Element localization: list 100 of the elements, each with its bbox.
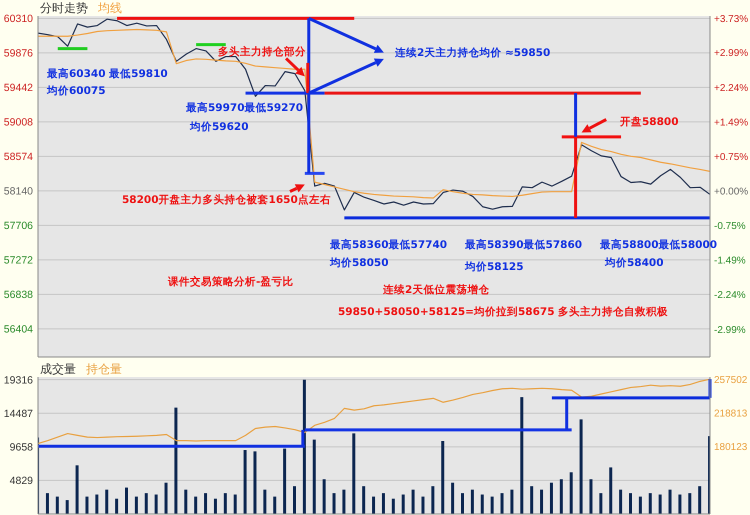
bar [164,482,168,514]
y-tick-label: 56404 [4,324,34,336]
y-tick-label: 58140 [4,186,34,198]
bar [115,498,118,514]
y2-tick-label: 180123 [714,442,748,454]
bar [638,496,642,514]
bar [273,496,276,514]
bar [362,486,366,514]
bar [589,479,592,514]
bar [698,486,702,514]
bar [520,397,524,514]
y-tick-label: 4829 [10,475,34,488]
bar [46,493,49,514]
y-tick-label: 59876 [4,48,34,60]
bar [214,498,217,514]
bar [550,482,553,514]
bar [134,496,138,514]
annotation: 连续2天主力持仓均价 ≈59850 [395,46,550,60]
bar [263,490,266,514]
bar [648,493,652,514]
y2-tick-label: +0.75% [714,152,748,163]
bar [95,494,98,514]
annotation: 开盘58800 [620,116,679,128]
annotation: 多头主力持仓部分 [218,46,306,58]
y-tick-label: 60310 [4,13,34,26]
bar [441,440,444,514]
bar [480,494,484,514]
bar [619,490,622,514]
bar [382,493,385,514]
y2-tick-label: +2.99% [714,48,748,60]
bar [658,494,662,514]
bar [56,496,59,514]
bar [470,490,474,514]
bar [490,496,494,514]
bar [629,493,632,514]
bar [560,479,563,514]
bar [174,408,178,514]
y-tick-label: 59008 [4,116,34,129]
line-series [38,378,710,444]
bar [184,490,188,514]
bar [609,467,612,514]
bar [293,486,296,514]
y-tick-label: 14487 [4,408,34,420]
bar [431,486,434,514]
bar [352,433,356,514]
bar [688,493,692,514]
bar [421,496,424,514]
text: 成交量 [40,362,76,376]
bar [412,490,415,514]
y2-tick-label: -2.99% [714,324,746,336]
annotation: 连续2天低位震荡增仓 [383,284,490,296]
annotation: 最高59970最低59270 [186,102,304,114]
bar [144,493,148,514]
bar [125,488,128,514]
bar [66,500,69,514]
y2-tick-label: +3.73% [714,14,748,25]
bar [204,493,208,514]
bar [105,490,108,514]
y-tick-label: 56838 [4,289,34,302]
y2-tick-label: 218813 [714,408,748,420]
y-tick-label: 19316 [4,374,34,386]
annotation: 课件交易策略分析-盈亏比 [168,276,294,288]
annotation: 均价59620 [190,120,249,134]
y2-tick-label: +0.00% [714,186,748,198]
y2-tick-label: +2.24% [714,82,748,94]
series-label: 均线 [98,1,122,15]
annotation: 均价58400 [605,256,664,270]
bar [570,472,573,514]
annotation: 均价58125 [465,260,524,274]
bar [668,490,672,514]
annotation: 最高60340 最低59810 [47,68,168,80]
bar [372,496,376,514]
bar [224,493,227,514]
bar [332,493,336,514]
bar [302,380,306,514]
bar [76,465,79,514]
bar [500,493,504,514]
bar [283,448,286,514]
y-tick-label: 57706 [4,220,34,232]
y2-tick-label: +1.49% [714,118,748,129]
bar [402,494,405,514]
bar [461,493,464,514]
bar [392,498,395,514]
bar [253,451,256,514]
y2-tick-label: 257502 [714,374,748,386]
y2-tick-label: -0.75% [714,221,746,232]
text: 持仓量 [86,362,122,376]
bar [678,494,682,514]
bar [194,496,198,514]
annotation: 最高58390最低57860 [465,238,582,252]
bar [322,479,326,514]
annotation: 最高58800最低58000 [600,238,718,252]
series-label: 分时走势 [40,1,88,15]
bar [451,482,454,514]
bar [85,496,88,514]
y2-tick-label: -1.49% [714,255,746,266]
annotation: 均价58050 [330,256,389,270]
y-tick-label: 59442 [4,82,34,94]
bar [530,486,534,514]
y2-tick-label: -2.24% [714,290,746,302]
